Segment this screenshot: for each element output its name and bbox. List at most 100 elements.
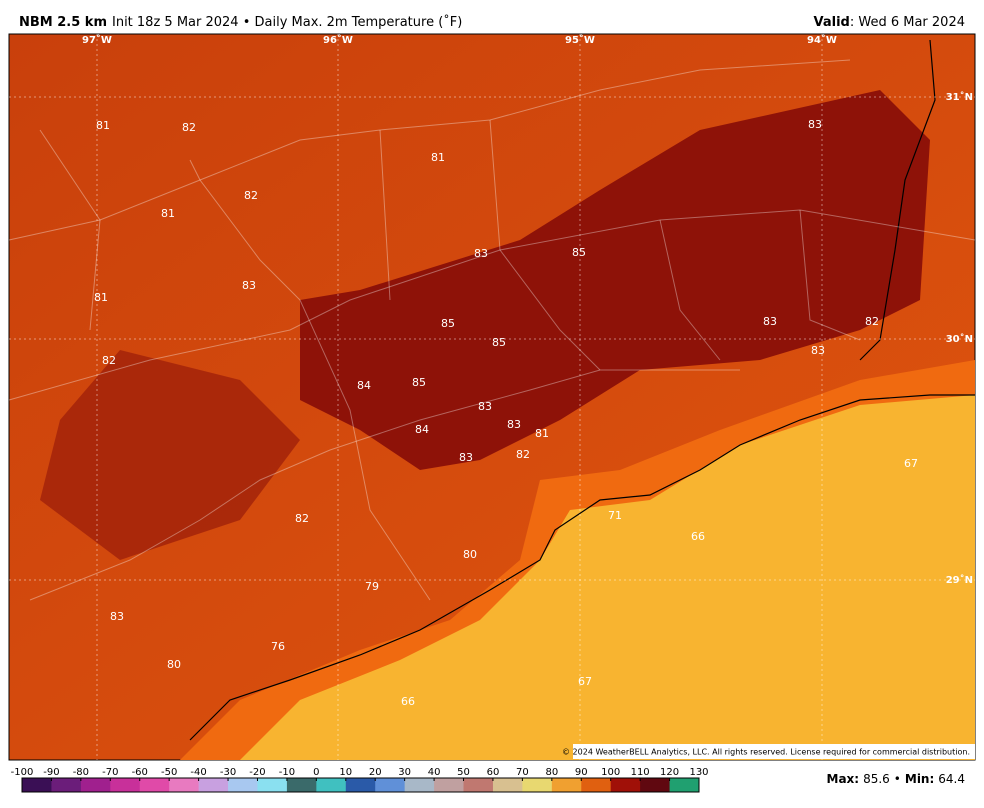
temperature-label: 81 xyxy=(96,119,110,132)
colorbar-swatch xyxy=(257,778,288,792)
colorbar-swatch xyxy=(80,778,111,792)
valid-date: : Wed 6 Mar 2024 xyxy=(850,15,965,30)
max-label: Max: xyxy=(827,772,860,786)
graticule xyxy=(9,34,975,760)
map-labels: 97˚W 96˚W 95˚W 94˚W 31˚N 30˚N 29˚N 81 82 81 83 82 81… xyxy=(82,34,973,708)
colorbar-tick-label: -90 xyxy=(43,767,59,778)
colorbar-tick-label: -40 xyxy=(190,767,206,778)
temperature-label: 84 xyxy=(415,423,429,436)
colorbar-tick-label: 10 xyxy=(339,767,352,778)
colorbar: -100 -90 -80 -70 -60 -50 -40 -30 -20 -10 0 10 20 30 40… xyxy=(11,767,709,793)
temperature-label: 80 xyxy=(167,658,181,671)
temperature-label: 83 xyxy=(459,451,473,464)
valid-label: Valid xyxy=(814,15,850,30)
colorbar-border xyxy=(21,777,700,793)
min: 64.4 xyxy=(938,772,965,786)
temperature-label: 82 xyxy=(182,121,196,134)
state-border xyxy=(859,39,936,361)
temperature-label: 82 xyxy=(102,354,116,367)
temperature-label: 79 xyxy=(365,580,379,593)
colorbar-swatch xyxy=(404,778,435,792)
temperature-label: 81 xyxy=(94,291,108,304)
coastline xyxy=(189,394,975,741)
temperature-label: 83 xyxy=(474,247,488,260)
hot-region xyxy=(300,90,930,470)
colorbar-swatch xyxy=(51,778,82,792)
temperature-label: 83 xyxy=(507,418,521,431)
temperature-label: 66 xyxy=(691,530,705,543)
colorbar-swatch xyxy=(669,778,700,792)
colorbar-tick-label: 50 xyxy=(457,767,470,778)
colorbar-tick-label: 100 xyxy=(601,767,620,778)
colorbar-swatch xyxy=(551,778,582,792)
gulf xyxy=(240,395,975,760)
colorbar-tick-label: -20 xyxy=(249,767,265,778)
temperature-label: 67 xyxy=(578,675,592,688)
copyright-box xyxy=(573,744,975,759)
colorbar-tick-label: 130 xyxy=(689,767,708,778)
temperature-label: 85 xyxy=(572,246,586,259)
colorbar-swatch xyxy=(22,778,52,792)
colorbar-tick-label: 40 xyxy=(428,767,441,778)
lon-label: 95˚W xyxy=(565,34,595,46)
colorbar-swatch xyxy=(434,778,465,792)
colorbar-swatch xyxy=(640,778,671,792)
lon-label: 94˚W xyxy=(807,34,837,46)
temperature-label: 67 xyxy=(904,457,918,470)
temperature-label: 83 xyxy=(242,279,256,292)
temperature-label: 66 xyxy=(401,695,415,708)
temperature-label: 85 xyxy=(441,317,455,330)
colorbar-tick-label: 90 xyxy=(575,767,588,778)
lat-label: 29˚N xyxy=(946,574,973,586)
colorbar-tick-label: 20 xyxy=(369,767,382,778)
min-label: Min: xyxy=(905,772,934,786)
temperature-label: 83 xyxy=(808,118,822,131)
colorbar-tick-label: 110 xyxy=(631,767,650,778)
valid: Valid: Wed 6 Mar 2024 xyxy=(814,15,965,30)
temperature-label: 83 xyxy=(811,344,825,357)
colorbar-swatch xyxy=(492,778,523,792)
lat-label: 30˚N xyxy=(946,333,973,345)
counties xyxy=(8,59,976,601)
colorbar-tick-label: 80 xyxy=(545,767,558,778)
temperature-label: 82 xyxy=(244,189,258,202)
colorbar-swatch xyxy=(463,778,494,792)
temperature-label: 83 xyxy=(478,400,492,413)
copyright: © 2024 WeatherBELL Analytics, LLC. All r… xyxy=(562,748,970,757)
temperature-label: 85 xyxy=(492,336,506,349)
model: NBM 2.5 km xyxy=(19,15,107,30)
lat-label: 31˚N xyxy=(946,91,973,103)
colorbar-tick-label: 30 xyxy=(398,767,411,778)
colorbar-swatch xyxy=(375,778,406,792)
lon-label: 96˚W xyxy=(323,34,353,46)
colorbar-swatch xyxy=(228,778,258,792)
colorbar-tick-label: -50 xyxy=(161,767,177,778)
colorbar-swatch xyxy=(198,778,229,792)
colorbar-swatch xyxy=(610,778,641,792)
temperature-label: 82 xyxy=(865,315,879,328)
init: Init 18z 5 Mar 2024 • Daily Max. 2m Temp… xyxy=(112,14,462,30)
lon-label: 97˚W xyxy=(82,34,112,46)
colorbar-swatch xyxy=(316,778,347,792)
colorbar-swatch xyxy=(110,778,141,792)
temperature-label: 82 xyxy=(295,512,309,525)
warm-region xyxy=(40,350,300,560)
temperature-label: 81 xyxy=(161,207,175,220)
temperature-label: 81 xyxy=(431,151,445,164)
map: 97˚W 96˚W 95˚W 94˚W 31˚N 30˚N 29˚N 81 82 81 83 82 81… xyxy=(8,33,976,761)
colorbar-tick-label: 60 xyxy=(487,767,500,778)
colorbar-swatch xyxy=(581,778,612,792)
colorbar-swatch xyxy=(522,778,553,792)
colorbar-tick-label: -80 xyxy=(73,767,89,778)
colorbar-swatch xyxy=(139,778,170,792)
colorbar-tick-label: -70 xyxy=(102,767,118,778)
temperature-label: 84 xyxy=(357,379,371,392)
colorbar-tick-label: 70 xyxy=(516,767,529,778)
colorbar-swatch xyxy=(345,778,376,792)
colorbar-tick-label: -10 xyxy=(279,767,295,778)
temperature-label: 76 xyxy=(271,640,285,653)
colorbar-swatch xyxy=(286,778,317,792)
header: NBM 2.5 km Init 18z 5 Mar 2024 • Daily Ma… xyxy=(19,14,462,30)
colorbar-tick-label: -60 xyxy=(132,767,148,778)
